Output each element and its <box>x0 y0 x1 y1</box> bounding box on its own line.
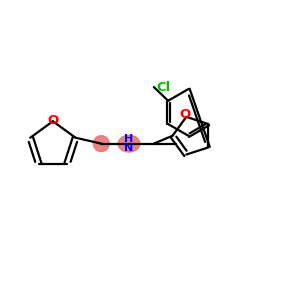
Ellipse shape <box>93 136 109 152</box>
Text: O: O <box>47 114 58 127</box>
Text: H
N: H N <box>124 134 134 153</box>
Ellipse shape <box>118 135 140 152</box>
Text: Cl: Cl <box>157 80 171 94</box>
Text: O: O <box>180 108 191 122</box>
